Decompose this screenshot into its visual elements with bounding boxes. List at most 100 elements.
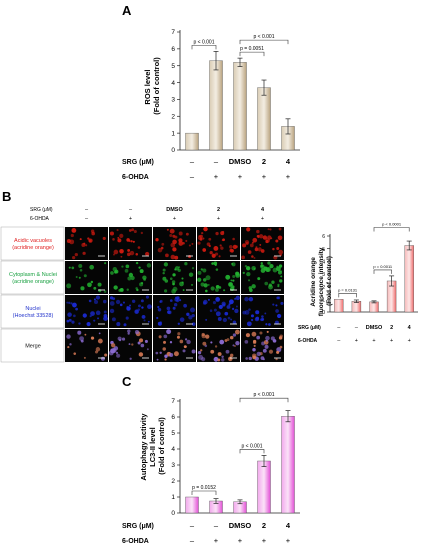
cell-spot xyxy=(264,281,269,286)
category-label: 4 xyxy=(408,325,412,331)
cell-spot xyxy=(97,317,99,320)
cell-spot xyxy=(140,299,144,303)
cell-spot xyxy=(210,349,215,354)
category-label: – xyxy=(190,157,195,166)
cell-spot xyxy=(264,344,269,349)
y-tick-label: 4 xyxy=(322,260,325,266)
cell-spot xyxy=(139,282,144,287)
cell-spot xyxy=(170,242,176,248)
cell-spot xyxy=(97,338,103,344)
significance-bracket: p = 0.0131 xyxy=(338,287,358,298)
micrograph-header: – – – + DMSO +2 +4 + xyxy=(85,207,265,222)
panel-a-ylabel-line1: ROS level xyxy=(143,70,152,105)
panel-c-ohda-label: 6-OHDA xyxy=(122,538,149,545)
cell-spot xyxy=(172,247,177,252)
cell-spot xyxy=(119,248,124,254)
cell-spot xyxy=(88,299,92,303)
cell-spot xyxy=(186,339,191,345)
cell-spot xyxy=(109,231,114,236)
cell-spot xyxy=(84,333,87,336)
micrograph-cell xyxy=(197,295,240,328)
cell-spot xyxy=(72,255,76,260)
panel-b-srg-label: SRG (μM) xyxy=(298,325,321,331)
ohda-label: + xyxy=(355,338,358,344)
bar xyxy=(404,245,414,313)
cell-spot xyxy=(113,285,118,290)
cell-spot xyxy=(232,344,235,347)
y-tick-label: 3 xyxy=(171,97,175,104)
micrograph-row-label-line: Acidic vacuoles xyxy=(14,238,52,244)
cell-spot xyxy=(104,262,107,265)
cell-spot xyxy=(260,249,265,253)
bracket-line xyxy=(239,39,289,45)
cell-spot xyxy=(179,281,184,287)
cell-spot xyxy=(87,237,90,240)
cell-spot xyxy=(127,276,132,281)
cell-spot xyxy=(246,271,251,277)
micrograph-cell xyxy=(109,295,152,328)
cell-spot xyxy=(140,343,145,348)
cell-spot xyxy=(129,250,135,256)
cell-spot xyxy=(203,299,208,305)
p-value-label: p = 0.0131 xyxy=(338,287,358,292)
cell-spot xyxy=(131,228,135,232)
cell-spot xyxy=(230,279,233,282)
cell-spot xyxy=(166,306,171,311)
cell-spot xyxy=(75,307,78,311)
cell-spot xyxy=(143,319,146,322)
cell-spot xyxy=(213,308,217,312)
cell-spot xyxy=(249,288,253,293)
micrograph-background xyxy=(65,295,108,328)
cell-spot xyxy=(134,309,139,314)
cell-spot xyxy=(157,321,162,326)
cell-spot xyxy=(260,262,263,265)
cell-spot xyxy=(177,268,181,272)
panel-b-ylabel-line2: fluorescence intensity xyxy=(318,247,325,316)
cell-spot xyxy=(271,280,275,284)
cell-spot xyxy=(182,289,185,291)
cell-spot xyxy=(103,310,107,314)
y-tick-label: 4 xyxy=(171,80,175,87)
cell-spot xyxy=(258,234,264,239)
cell-spot xyxy=(156,316,159,320)
cell-spot xyxy=(138,266,141,269)
cell-spot xyxy=(166,329,172,335)
cell-spot xyxy=(269,264,274,269)
cell-spot xyxy=(82,251,86,255)
cell-spot xyxy=(223,289,226,292)
cell-spot xyxy=(146,348,149,351)
cell-spot xyxy=(116,322,121,327)
micrograph-cell xyxy=(108,329,152,362)
cell-spot xyxy=(162,268,166,272)
cell-spot xyxy=(67,312,72,317)
cell-spot xyxy=(102,236,106,241)
micrograph-cell xyxy=(109,261,152,294)
cell-spot xyxy=(221,301,226,306)
cell-spot xyxy=(159,299,163,303)
micrograph-cell xyxy=(153,329,196,362)
cell-spot xyxy=(155,351,159,355)
cell-spot xyxy=(229,335,234,340)
cell-spot xyxy=(183,345,187,349)
micrograph-col-srg: DMSO xyxy=(166,207,183,213)
cell-spot xyxy=(178,266,181,269)
cell-spot xyxy=(140,231,143,235)
p-value-label: p < 0.001 xyxy=(254,392,275,398)
cell-spot xyxy=(128,272,134,278)
cell-spot xyxy=(191,322,196,326)
micrograph-cell xyxy=(109,227,152,260)
y-tick-label: 0 xyxy=(171,510,175,517)
cell-spot xyxy=(234,297,237,300)
cell-spot xyxy=(130,240,133,243)
bar xyxy=(185,496,199,514)
ohda-label: + xyxy=(262,172,267,181)
micrograph-cell xyxy=(153,227,196,260)
cell-spot xyxy=(220,358,225,362)
cell-spot xyxy=(251,284,256,289)
cell-spot xyxy=(261,317,265,321)
cell-spot xyxy=(89,315,92,318)
cell-spot xyxy=(179,339,184,344)
cell-spot xyxy=(234,329,240,335)
cell-spot xyxy=(115,351,119,354)
cell-spot xyxy=(261,315,264,318)
